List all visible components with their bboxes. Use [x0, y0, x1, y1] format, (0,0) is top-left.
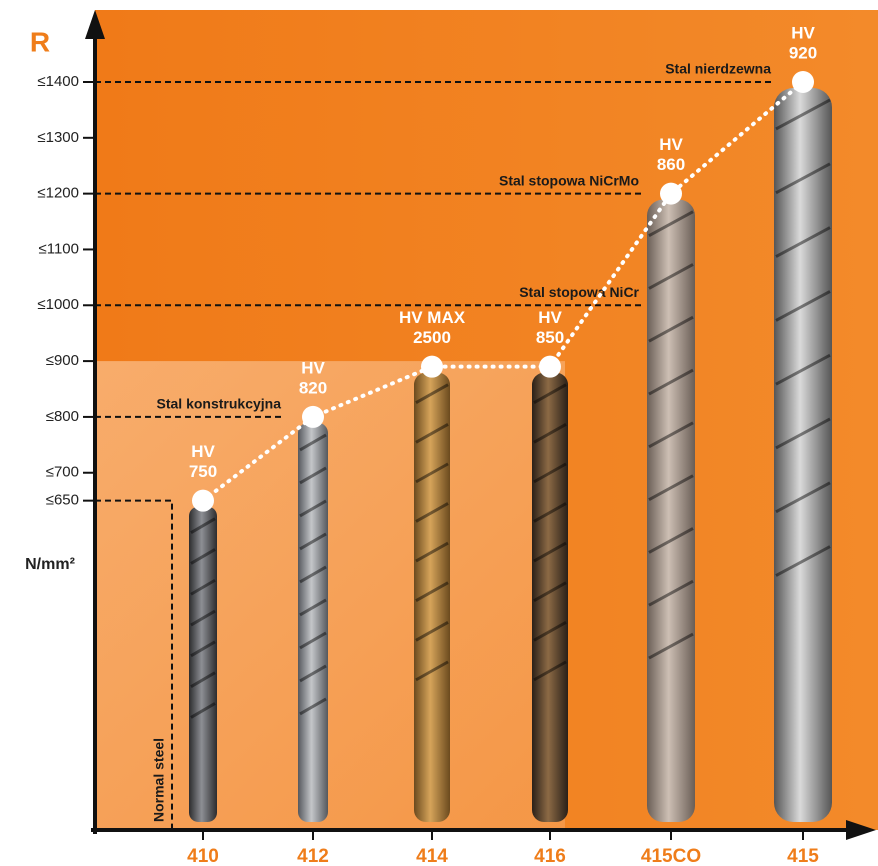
reference-label: Stal stopowa NiCr: [519, 284, 639, 300]
hardness-label: HV: [659, 135, 683, 154]
y-tick-label: ≤800: [46, 408, 79, 425]
y-tick-label: ≤650: [46, 492, 79, 509]
hardness-label: HV: [301, 358, 325, 377]
x-tick-label: 415: [787, 846, 819, 866]
hardness-label: 860: [657, 155, 685, 174]
drill: [189, 507, 217, 822]
y-axis-label: R: [30, 26, 50, 57]
y-tick-label: ≤1200: [37, 185, 79, 202]
data-point: [792, 71, 814, 93]
x-tick-label: 416: [534, 846, 566, 866]
x-tick-label: 410: [187, 846, 219, 866]
reference-label: Stal nierdzewna: [665, 61, 771, 77]
data-point: [421, 356, 443, 378]
x-tick-label: 415CO: [641, 846, 701, 866]
hardness-label: 850: [536, 328, 564, 347]
hardness-label: 820: [299, 378, 327, 397]
data-point: [302, 406, 324, 428]
y-tick-label: ≤1100: [39, 240, 80, 257]
data-point: [539, 356, 561, 378]
reference-label: Stal stopowa NiCrMo: [499, 172, 639, 188]
x-tick-label: 414: [416, 846, 448, 866]
drill: [647, 200, 695, 822]
hardness-label: 750: [189, 462, 217, 481]
hardness-label: 2500: [413, 328, 451, 347]
y-tick-label: ≤1300: [37, 129, 79, 146]
y-tick-label: ≤900: [46, 352, 79, 369]
hardness-label: HV MAX: [399, 308, 466, 327]
reference-label: Normal steel: [151, 738, 167, 822]
y-tick-label: ≤700: [46, 464, 79, 481]
hardness-label: HV: [191, 442, 215, 461]
y-unit-label: N/mm²: [25, 556, 75, 573]
drill: [774, 88, 832, 822]
y-tick-label: ≤1400: [37, 73, 79, 90]
hardness-label: HV: [538, 308, 562, 327]
data-point: [660, 183, 682, 205]
y-tick-label: ≤1000: [37, 296, 79, 313]
hardness-label: HV: [791, 23, 815, 42]
chart: R N/mm² Stal nierdzewna Stal stopowa NiCr…: [0, 0, 878, 866]
hardness-label: 920: [789, 43, 817, 62]
x-tick-label: 412: [297, 846, 329, 866]
reference-label: Stal konstrukcyjna: [157, 396, 282, 412]
data-point: [192, 490, 214, 512]
